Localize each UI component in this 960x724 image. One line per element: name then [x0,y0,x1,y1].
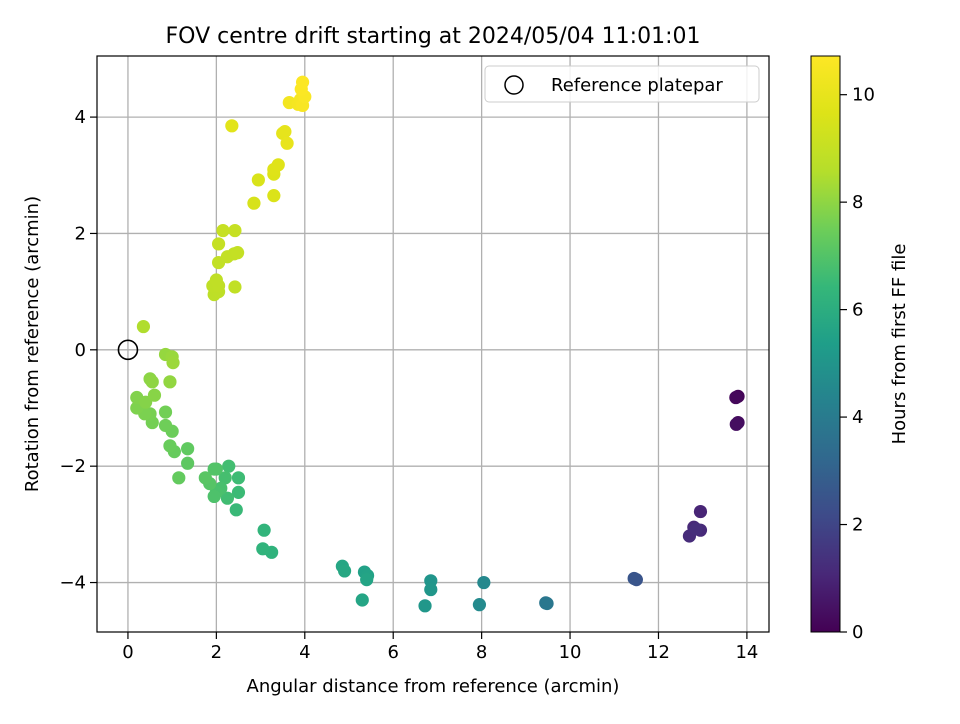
data-point [145,375,159,389]
data-points [117,75,745,613]
colorbar-ticks: 0 2 4 6 8 10 [840,85,875,643]
colorbar: 0 2 4 6 8 10 Hours from first FF file [810,55,910,643]
data-point [729,417,743,431]
data-point [355,593,369,607]
data-point [280,136,294,150]
x-tick-label: 2 [211,642,222,663]
y-tick-label: −4 [59,573,86,594]
data-point [231,471,246,485]
data-point [139,395,153,409]
y-tick-label: 4 [75,107,86,128]
colorbar-tick-label: 8 [852,192,863,213]
x-tick-label: 0 [122,642,133,663]
data-point [228,223,242,238]
legend-reference-marker [504,75,524,95]
colorbar-tick-label: 4 [852,407,863,428]
data-point [540,596,554,611]
data-point [207,489,221,504]
y-tick-label: 2 [75,223,86,244]
colorbar-tick-label: 10 [852,85,875,106]
data-point [278,125,292,139]
data-point [472,598,487,612]
data-point [251,173,265,187]
data-point [337,564,352,578]
colorbar-label: Hours from first FF file [889,244,910,445]
y-axis-label: Rotation from reference (arcmin) [22,196,43,492]
colorbar-gradient [810,55,841,633]
data-point [257,523,271,537]
data-point [172,471,186,485]
data-point [693,504,708,519]
axis-ticks: 0 2 4 6 8 10 12 14 −4 −2 0 2 4 [59,107,758,663]
x-axis-label: Angular distance from reference (arcmin) [247,676,620,697]
x-tick-label: 4 [299,642,310,663]
legend-box [484,65,760,103]
data-point [256,542,270,556]
grid-lines [97,56,769,632]
data-point [225,119,239,133]
y-tick-label: 0 [75,340,86,361]
data-point [181,456,195,470]
data-point [220,491,235,505]
data-point [198,471,212,485]
data-point [729,390,743,405]
data-point [689,522,703,536]
data-point [229,503,243,517]
data-point [360,573,374,587]
x-tick-label: 6 [387,642,398,663]
data-point [147,388,162,402]
x-tick-label: 10 [559,642,582,663]
chart-title: FOV centre drift starting at 2024/05/04 … [166,24,701,49]
data-point [166,356,180,370]
data-point [230,246,245,260]
data-point [218,471,232,485]
data-point [181,442,195,456]
legend: Reference platepar [484,65,760,103]
colorbar-tick-label: 0 [852,622,863,643]
data-point [163,439,177,453]
y-tick-label: −2 [59,456,86,477]
data-point [295,75,310,89]
data-point [424,582,438,597]
data-point [136,319,151,334]
colorbar-tick-label: 2 [852,515,863,536]
data-point [158,405,173,419]
x-tick-label: 8 [476,642,487,663]
colorbar-tick-label: 6 [852,300,863,321]
data-point [247,196,261,210]
x-tick-label: 12 [647,642,670,663]
data-point [228,280,242,294]
legend-label: Reference platepar [551,75,723,96]
data-point [267,189,281,203]
data-point [231,485,246,499]
data-point [209,273,223,287]
data-point [222,459,236,473]
data-point [207,462,221,476]
data-point [211,237,226,251]
data-point [216,223,230,238]
data-point [627,571,641,586]
data-point [477,575,491,590]
plot-frame [96,55,770,633]
data-point [418,599,432,613]
data-point [163,375,177,389]
x-tick-label: 14 [735,642,758,663]
data-point [158,418,173,433]
reference-platepar-marker [117,339,139,361]
data-point [271,158,285,172]
